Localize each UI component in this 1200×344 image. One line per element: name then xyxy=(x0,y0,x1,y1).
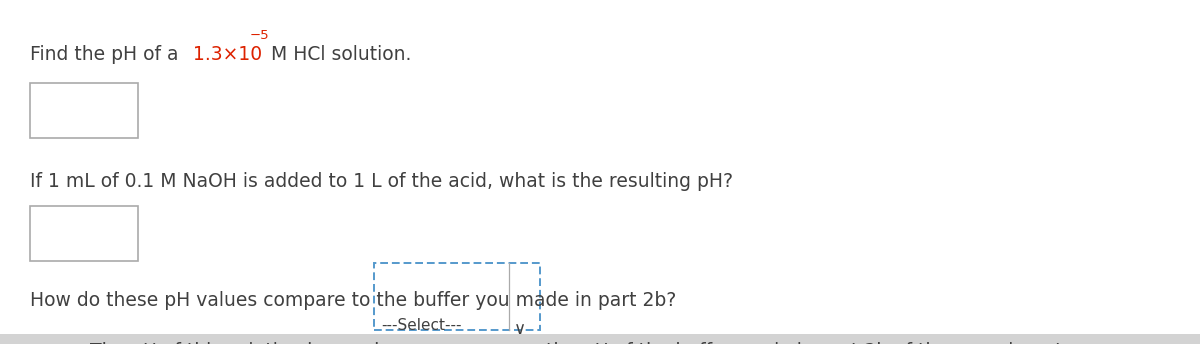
Text: M HCl solution.: M HCl solution. xyxy=(265,45,412,64)
Text: Find the pH of a: Find the pH of a xyxy=(30,45,185,64)
Text: The pH of this solution has a change: The pH of this solution has a change xyxy=(90,342,433,344)
Text: −5: −5 xyxy=(250,29,269,42)
Text: the pH of the buffer made in part 2b of the experiment.: the pH of the buffer made in part 2b of … xyxy=(546,342,1068,344)
FancyBboxPatch shape xyxy=(374,263,540,330)
FancyBboxPatch shape xyxy=(30,206,138,261)
Text: 1.3×10: 1.3×10 xyxy=(193,45,263,64)
Text: How do these pH values compare to the buffer you made in part 2b?: How do these pH values compare to the bu… xyxy=(30,291,677,310)
FancyBboxPatch shape xyxy=(0,334,1200,344)
Text: ---Select---: ---Select--- xyxy=(382,318,462,333)
Text: If 1 mL of 0.1 M NaOH is added to 1 L of the acid, what is the resulting pH?: If 1 mL of 0.1 M NaOH is added to 1 L of… xyxy=(30,172,733,191)
FancyBboxPatch shape xyxy=(30,83,138,138)
Text: ∨: ∨ xyxy=(514,320,526,338)
